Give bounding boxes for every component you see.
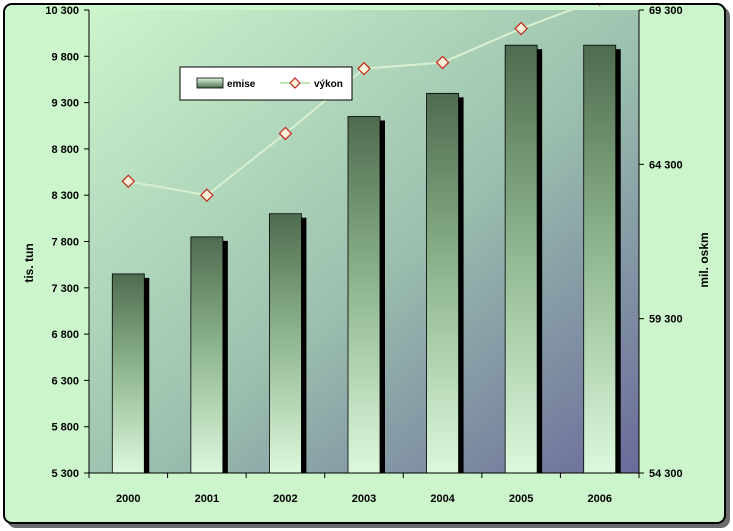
marker-vykon-2004 bbox=[435, 55, 450, 70]
marker-vykon-2001 bbox=[200, 188, 214, 203]
legend: emise výkon bbox=[179, 66, 353, 101]
x-tick-label: 2004 bbox=[430, 493, 455, 505]
x-axis-ticks: 2000 2001 2002 2003 2004 2005 2006 bbox=[88, 473, 640, 505]
bar-emise-2004 bbox=[426, 92, 459, 474]
left-axis-ticks: 5 300 5 800 6 300 6 800 7 300 7 800 8 300 8 800… bbox=[45, 5, 89, 480]
y-tick-label: 5 300 bbox=[51, 468, 79, 480]
bar-emise-2005 bbox=[504, 44, 538, 474]
chart-frame: 5 300 5 800 6 300 6 800 7 300 7 800 8 300 8 800… bbox=[3, 3, 726, 524]
y-tick-label: 9 300 bbox=[51, 98, 79, 110]
y-tick-label: 6 800 bbox=[51, 329, 79, 341]
bars-layer bbox=[111, 44, 621, 474]
marker-vykon-2000 bbox=[121, 174, 136, 189]
bar-emise-2001 bbox=[190, 236, 224, 474]
y2-tick-label: 69 300 bbox=[649, 5, 683, 17]
x-tick-label: 2003 bbox=[352, 493, 376, 505]
right-axis-ticks: 54 300 59 300 64 300 69 300 bbox=[639, 5, 683, 480]
y-tick-label: 9 800 bbox=[51, 51, 79, 63]
y-tick-label: 8 800 bbox=[51, 144, 79, 156]
y2-tick-label: 59 300 bbox=[649, 314, 683, 326]
x-tick-label: 2001 bbox=[195, 493, 219, 505]
y-tick-label: 5 800 bbox=[51, 422, 79, 434]
y2-tick-label: 64 300 bbox=[649, 159, 683, 171]
marker-vykon-2002 bbox=[278, 126, 293, 141]
y-axis-title: tis. tun bbox=[22, 243, 36, 282]
y2-tick-label: 54 300 bbox=[649, 468, 683, 480]
x-tick-label: 2005 bbox=[509, 493, 533, 505]
y-tick-label: 7 800 bbox=[51, 237, 79, 249]
x-tick-label: 2002 bbox=[273, 493, 297, 505]
legend-label-emise: emise bbox=[227, 79, 256, 90]
marker-vykon-2003 bbox=[357, 61, 371, 76]
legend-swatch-emise bbox=[196, 77, 224, 89]
y-tick-label: 10 300 bbox=[45, 5, 79, 17]
line-layer bbox=[121, 5, 601, 203]
y2-axis-title: mil. oskm bbox=[697, 232, 711, 287]
y-tick-label: 7 300 bbox=[51, 283, 79, 295]
combo-chart: 5 300 5 800 6 300 6 800 7 300 7 800 8 300 8 800… bbox=[22, 5, 711, 505]
x-tick-label: 2006 bbox=[587, 493, 611, 505]
y-tick-label: 6 300 bbox=[51, 375, 79, 387]
bar-emise-2000 bbox=[111, 273, 145, 474]
bar-emise-2003 bbox=[347, 116, 381, 474]
y-tick-label: 8 300 bbox=[51, 190, 79, 202]
x-tick-label: 2000 bbox=[116, 493, 140, 505]
legend-swatch-vykon-marker bbox=[289, 77, 301, 89]
bar-emise-2006 bbox=[583, 44, 617, 474]
bar-emise-2002 bbox=[269, 213, 302, 474]
marker-vykon-2005 bbox=[514, 21, 528, 36]
legend-label-vykon: výkon bbox=[314, 79, 343, 90]
